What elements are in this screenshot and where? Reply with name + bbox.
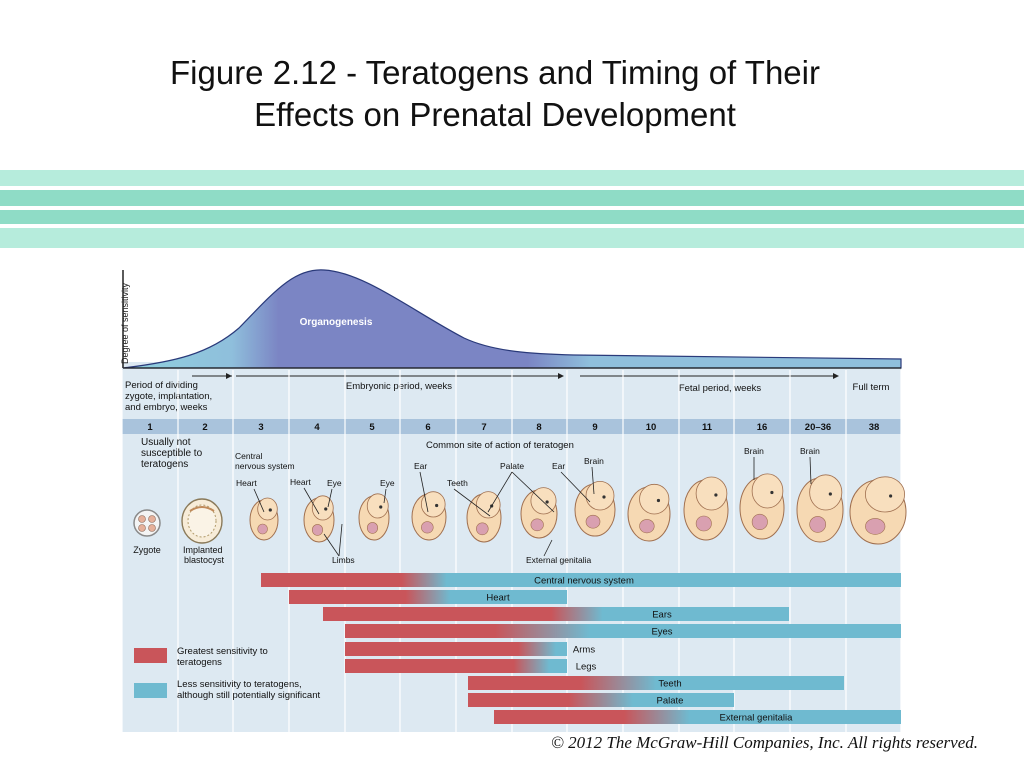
sensitivity-bars: Central nervous system Heart Ears Eyes Arms L… [261, 573, 901, 724]
week-label: 4 [314, 422, 320, 433]
embryonic-period-label: Embryonic period, weeks [346, 381, 452, 392]
sensitivity-bar [345, 659, 567, 673]
sensitivity-bar-label: External genitalia [720, 713, 794, 724]
sensitivity-bar-label: Arms [573, 645, 595, 656]
week-label: 1 [147, 422, 153, 433]
week-label: 2 [202, 422, 207, 433]
embryo-figure [849, 476, 907, 545]
not-susceptible-note: Usually not susceptible to teratogens [141, 437, 205, 470]
embryo-figure [627, 483, 671, 542]
heart-label-a: Heart [236, 478, 257, 488]
stripe [0, 190, 1024, 206]
implanted-blastocyst-label: Implanted blastocyst [183, 545, 225, 565]
week-label: 9 [592, 422, 597, 433]
embryo-figure [358, 493, 390, 541]
fetal-period-label: Fetal period, weeks [679, 383, 762, 394]
legend-greatest-label: Greatest sensitivity to teratogens [177, 646, 270, 668]
y-axis-label: Degree of sensitivity [120, 282, 130, 364]
slide-title-line-2: Effects on Prenatal Development [254, 96, 736, 133]
sensitivity-bar-label: Teeth [658, 679, 681, 690]
stripe [0, 186, 1024, 190]
embryo-illustrations [249, 473, 907, 545]
embryo-figure [796, 474, 844, 543]
early-period-label: Period of dividing zygote, implantation,… [125, 380, 215, 413]
figure-svg: Degree of sensitivity Organogenesis Peri… [120, 269, 907, 732]
sensitivity-bar-label: Central nervous system [534, 576, 634, 587]
week-label: 11 [702, 422, 713, 433]
full-term-label: Full term [853, 382, 890, 393]
week-label: 8 [536, 422, 541, 433]
blastocyst-illustration [181, 498, 223, 544]
curve-label: Organogenesis [300, 317, 373, 328]
sensitivity-bar [468, 676, 844, 690]
sensitivity-bar-label: Palate [657, 696, 684, 707]
brain-label-c: Brain [800, 446, 820, 456]
sensitivity-bar [289, 590, 567, 604]
stripe [0, 170, 1024, 186]
palate-label: Palate [500, 461, 524, 471]
week-label: 7 [481, 422, 486, 433]
embryo-figure [739, 473, 785, 540]
external-genitalia-label: External genitalia [526, 555, 591, 565]
decorative-stripes [0, 170, 1024, 248]
slide-title-line-1: Figure 2.12 - Teratogens and Timing of T… [170, 54, 820, 91]
limbs-label: Limbs [332, 555, 355, 565]
week-label: 3 [258, 422, 263, 433]
sensitivity-bar [345, 642, 567, 656]
legend-swatch-less [134, 683, 167, 698]
common-site-heading: Common site of action of teratogen [426, 440, 574, 451]
zygote-label: Zygote [133, 545, 161, 555]
ear-label-b: Ear [552, 461, 565, 471]
sensitivity-bar-label: Ears [652, 610, 672, 621]
sensitivity-bar [494, 710, 901, 724]
embryo-figure [303, 495, 335, 543]
week-label: 20–36 [805, 422, 831, 433]
sensitivity-bar-label: Eyes [651, 627, 672, 638]
heart-label-b: Heart [290, 477, 311, 487]
embryo-figure [520, 487, 558, 539]
embryo-figure [411, 491, 447, 541]
organogenesis-curve [122, 269, 902, 369]
week-label: 5 [369, 422, 375, 433]
leader-lines [253, 456, 812, 557]
legend-less-label: Less sensitivity to teratogens, although… [177, 679, 320, 701]
brain-label-a: Brain [584, 456, 604, 466]
embryo-figure [466, 491, 502, 543]
teeth-label: Teeth [447, 478, 468, 488]
sensitivity-bar [323, 607, 789, 621]
embryo-figure [683, 476, 729, 541]
slide-title: Figure 2.12 - Teratogens and Timing of T… [60, 52, 930, 136]
copyright-notice: © 2012 The McGraw-Hill Companies, Inc. A… [550, 733, 978, 752]
week-labels: 1 2 3 4 5 6 7 8 9 10 11 16 20–36 38 [147, 422, 879, 433]
stripe [0, 224, 1024, 228]
stripe [0, 206, 1024, 210]
week-label: 38 [869, 422, 880, 433]
embryo-figure [249, 497, 279, 541]
sensitivity-bar-label: Heart [486, 593, 510, 604]
arrowhead-icon [833, 373, 839, 379]
week-label: 10 [646, 422, 657, 433]
stripe [0, 228, 1024, 248]
brain-label-b: Brain [744, 446, 764, 456]
zygote-illustration [133, 509, 161, 537]
eye-label-a: Eye [327, 478, 342, 488]
week-label: 16 [757, 422, 768, 433]
arrowhead-icon [226, 373, 232, 379]
cns-label: Central nervous system [235, 451, 295, 471]
ear-label-a: Ear [414, 461, 427, 471]
eye-label-b: Eye [380, 478, 395, 488]
week-label: 6 [425, 422, 430, 433]
teratogen-timing-figure: Degree of sensitivity Organogenesis Peri… [114, 262, 914, 732]
sensitivity-bar-label: Legs [576, 662, 597, 673]
sensitivity-bar [345, 624, 901, 638]
legend-swatch-greatest [134, 648, 167, 663]
sensitivity-bar [468, 693, 734, 707]
arrowhead-icon [558, 373, 564, 379]
sensitivity-bar [261, 573, 901, 587]
stripe [0, 210, 1024, 224]
